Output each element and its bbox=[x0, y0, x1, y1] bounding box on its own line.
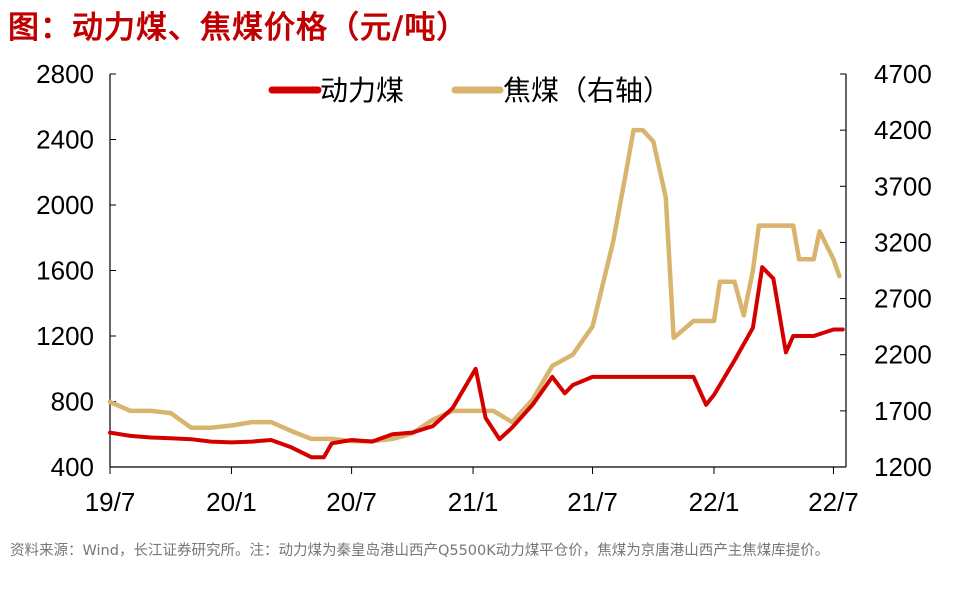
y-right-tick-label: 3200 bbox=[874, 227, 932, 257]
y-left-tick-label: 800 bbox=[51, 387, 94, 417]
legend: 动力煤 焦煤（右轴） bbox=[268, 74, 671, 107]
y-left-tick-label: 2400 bbox=[36, 125, 94, 155]
axes: 2800 2400 2000 1600 1200 800 400 4700 4200 3700 32… bbox=[36, 59, 932, 517]
x-tick-label: 22/7 bbox=[808, 487, 859, 517]
y-left-tick-label: 400 bbox=[51, 452, 94, 482]
series-layer bbox=[107, 127, 845, 460]
x-tick-label: 21/1 bbox=[448, 487, 499, 517]
y-right-tick-label: 2200 bbox=[874, 340, 932, 370]
x-tick-label: 20/7 bbox=[326, 487, 377, 517]
page-title: 图：动力煤、焦煤价格（元/吨） bbox=[8, 10, 469, 46]
legend-label-thermal: 动力煤 bbox=[320, 74, 404, 107]
y-right-tick-label: 1700 bbox=[874, 396, 932, 426]
series-line-coking-coal bbox=[107, 127, 842, 444]
y-right-tick-label: 4200 bbox=[874, 115, 932, 145]
x-tick-label: 20/1 bbox=[206, 487, 257, 517]
x-tick-label: 19/7 bbox=[85, 487, 136, 517]
source-note: 资料来源：Wind，长江证券研究所。注：动力煤为秦皇岛港山西产Q5500K动力煤… bbox=[10, 543, 830, 559]
x-tick-label: 22/1 bbox=[689, 487, 740, 517]
y-right-tick-label: 4700 bbox=[874, 59, 932, 89]
y-left-tick-label: 1200 bbox=[36, 321, 94, 351]
y-left-tick-label: 2800 bbox=[36, 59, 94, 89]
y-left-tick-label: 2000 bbox=[36, 190, 94, 220]
y-right-tick-label: 3700 bbox=[874, 171, 932, 201]
x-tick-label: 21/7 bbox=[567, 487, 618, 517]
y-left-tick-label: 1600 bbox=[36, 256, 94, 286]
y-right-tick-label: 2700 bbox=[874, 284, 932, 314]
legend-label-coking: 焦煤（右轴） bbox=[503, 74, 671, 107]
y-right-tick-label: 1200 bbox=[874, 452, 932, 482]
series-line-thermal-coal bbox=[108, 265, 845, 460]
